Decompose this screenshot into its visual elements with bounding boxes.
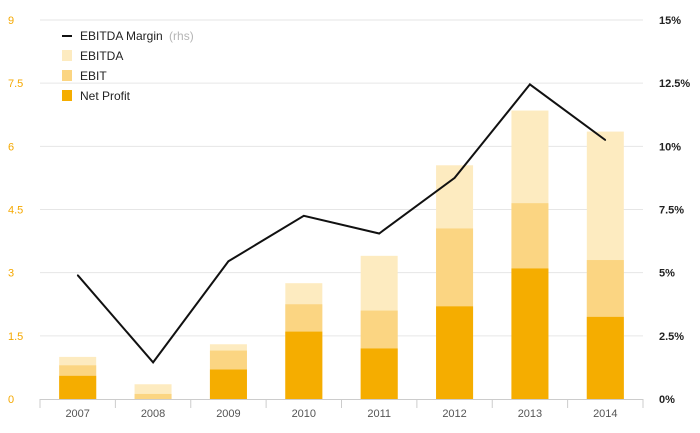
bar-net-profit	[209, 369, 247, 399]
line-point-ebitda-margin	[529, 83, 531, 86]
right-tick-label: 15%	[659, 15, 681, 27]
legend-item-ebit: EBIT	[62, 69, 107, 83]
bar-net-profit	[360, 348, 398, 399]
legend-item-ebitda: EBITDA	[62, 49, 123, 63]
line-point-ebitda-margin	[604, 139, 607, 141]
line-point-ebitda-margin	[303, 215, 305, 217]
bar-net-profit	[436, 306, 474, 399]
right-tick-label: 12.5%	[659, 78, 690, 90]
legend-label-net-profit: Net Profit	[80, 89, 131, 103]
line-ebitda-margin	[76, 83, 606, 364]
x-tick-label: 2008	[141, 408, 165, 420]
right-axis: 0% 2.5% 5% 7.5% 10% 12.5% 15%	[659, 15, 690, 406]
left-tick-label: 1.5	[8, 331, 23, 343]
legend-label-ebitda: EBITDA	[80, 49, 123, 63]
left-tick-label: 7.5	[8, 78, 23, 90]
line-point-ebitda-margin	[152, 361, 154, 364]
legend: EBITDA Margin (rhs) EBITDA EBIT Net Prof…	[62, 29, 194, 103]
line-point-ebitda-margin	[378, 232, 380, 235]
bar-net-profit	[59, 375, 97, 399]
line-point-ebitda-margin	[453, 177, 456, 179]
x-tick-label: 2010	[292, 408, 316, 420]
bar-net-profit	[285, 331, 323, 399]
left-tick-label: 6	[8, 141, 14, 153]
x-tick-label: 2013	[518, 408, 542, 420]
bar-ebit	[134, 393, 172, 399]
x-tick-label: 2011	[367, 408, 391, 420]
right-tick-label: 10%	[659, 141, 681, 153]
bar-net-profit	[511, 268, 549, 399]
line-point-ebitda-margin	[227, 260, 230, 263]
x-tick-label: 2012	[442, 408, 466, 420]
bar-series	[59, 110, 624, 400]
legend-label-ebitda-margin: EBITDA Margin (rhs)	[80, 29, 194, 43]
left-tick-label: 0	[8, 394, 14, 406]
legend-swatch-ebit	[62, 70, 72, 81]
gridlines	[40, 19, 643, 337]
x-axis: 2007 2008 2009 2010 2011 2012 2013 2014	[39, 399, 644, 420]
line-point-ebitda-margin	[76, 274, 79, 276]
x-tick-label: 2007	[65, 408, 89, 420]
legend-swatch-ebitda	[62, 50, 72, 61]
right-tick-label: 0%	[659, 394, 675, 406]
legend-item-ebitda-margin: EBITDA Margin (rhs)	[62, 29, 194, 43]
x-tick-label: 2009	[216, 408, 240, 420]
right-tick-label: 7.5%	[659, 205, 684, 217]
margin-line-series	[76, 83, 607, 364]
legend-item-net-profit: Net Profit	[62, 89, 131, 103]
left-tick-label: 3	[8, 268, 14, 280]
legend-swatch-net-profit	[62, 90, 72, 101]
bar-net-profit	[586, 316, 624, 399]
legend-label-ebit: EBIT	[80, 69, 107, 83]
right-tick-label: 2.5%	[659, 331, 684, 343]
left-tick-label: 4.5	[8, 205, 23, 217]
left-axis: 0 1.5 3 4.5 6 7.5 9	[8, 15, 23, 406]
left-tick-label: 9	[8, 15, 14, 27]
right-tick-label: 5%	[659, 268, 675, 280]
x-tick-label: 2014	[593, 408, 617, 420]
